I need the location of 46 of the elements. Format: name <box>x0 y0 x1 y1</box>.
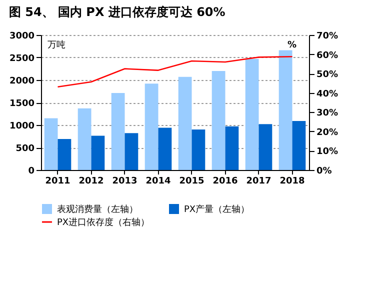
bar <box>212 71 226 170</box>
x-tick-label: 2016 <box>212 176 238 186</box>
bar <box>278 50 292 170</box>
x-tick-label: 2011 <box>45 176 70 186</box>
bar <box>158 128 172 170</box>
y2-tick-label: 40% <box>316 89 338 100</box>
y-tick-label: 1500 <box>9 99 34 109</box>
y-tick-label: 2500 <box>9 54 34 64</box>
bar <box>292 120 306 170</box>
bar <box>44 118 58 170</box>
y2-tick-label: 70% <box>316 32 338 42</box>
bar <box>192 130 206 170</box>
y2-tick-label: 30% <box>316 108 338 119</box>
legend-label: PX进口依存度（右轴） <box>57 217 150 228</box>
x-tick-label: 2018 <box>280 176 305 186</box>
line-series <box>57 56 293 88</box>
legend-label: 表观消费量（左轴） <box>57 204 138 215</box>
y2-tick-label: 20% <box>316 128 338 138</box>
x-tick-label: 2015 <box>179 176 204 186</box>
y-tick-label: 1000 <box>9 122 34 132</box>
bar <box>225 126 239 170</box>
bar <box>124 133 138 170</box>
y-tick-label: 3000 <box>9 32 34 42</box>
bar <box>58 138 72 170</box>
legend-label: PX产量（左轴） <box>184 204 250 215</box>
bar <box>111 93 125 170</box>
bar <box>245 58 259 170</box>
y-tick-label: 2000 <box>9 76 34 86</box>
bar <box>78 108 92 170</box>
y2-tick-label: 10% <box>316 147 338 158</box>
y2-tick-label: 50% <box>316 70 338 80</box>
y2-tick-label: 60% <box>316 50 338 61</box>
bar <box>178 76 192 170</box>
bar <box>144 84 158 170</box>
chart-title: 图 54、 国内 PX 进口依存度可达 60% <box>8 5 226 19</box>
bar <box>258 124 272 170</box>
y-tick-label: 0 <box>28 166 34 176</box>
y-axis-title: 万吨 <box>48 40 66 50</box>
bar <box>91 136 105 170</box>
y-tick-label: 500 <box>16 144 34 154</box>
x-tick-label: 2012 <box>78 176 104 186</box>
x-tick-label: 2017 <box>246 176 272 186</box>
x-tick-label: 2014 <box>146 176 171 186</box>
y2-axis-title: % <box>288 40 297 50</box>
y2-tick-label: 0% <box>316 166 332 176</box>
x-tick-label: 2013 <box>112 176 138 186</box>
